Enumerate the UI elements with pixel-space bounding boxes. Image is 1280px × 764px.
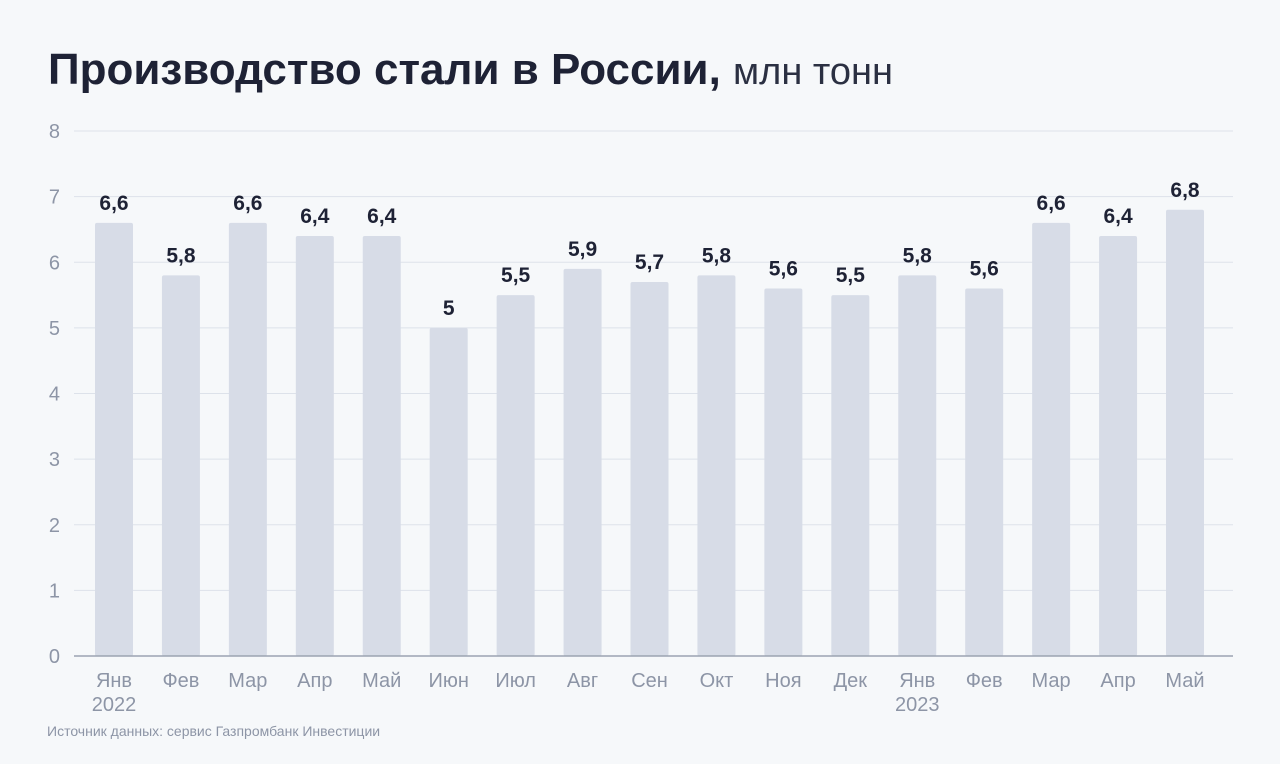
x-tick-label: Июл bbox=[495, 670, 536, 692]
x-tick-label: Авг bbox=[567, 670, 598, 692]
data-label: 5,8 bbox=[903, 244, 933, 267]
x-tick-label: Дек bbox=[834, 670, 868, 692]
source-note: Источник данных: сервис Газпромбанк Инве… bbox=[47, 723, 381, 739]
data-label: 5,9 bbox=[568, 238, 597, 261]
x-tick-label: Май bbox=[1165, 670, 1204, 692]
bar bbox=[630, 281, 669, 656]
bar bbox=[228, 222, 267, 656]
data-label: 5,7 bbox=[635, 251, 664, 274]
x-tick-label: Янв bbox=[96, 670, 132, 692]
data-label: 5 bbox=[443, 297, 455, 320]
x-tick-label: Фев bbox=[162, 670, 199, 692]
data-label: 5,5 bbox=[501, 264, 531, 287]
x-tick-label: Апр bbox=[297, 670, 332, 692]
data-label: 6,6 bbox=[1037, 192, 1066, 215]
bar bbox=[697, 275, 736, 656]
x-tick-label: Мар bbox=[1032, 670, 1071, 692]
x-tick-label: Апр bbox=[1100, 670, 1135, 692]
chart-title: Производство стали в России, млн тонн bbox=[48, 42, 893, 100]
data-label: 6,4 bbox=[1103, 205, 1133, 228]
x-tick-label: Фев bbox=[966, 670, 1003, 692]
y-tick-label: 0 bbox=[49, 646, 60, 668]
data-label: 5,8 bbox=[166, 244, 196, 267]
x-tick-label: Май bbox=[362, 670, 401, 692]
data-label: 6,6 bbox=[99, 192, 128, 215]
chart-title-main: Производство стали в России, bbox=[48, 45, 721, 94]
bar bbox=[362, 236, 401, 656]
data-label: 6,6 bbox=[233, 192, 262, 215]
x-year-label: 2022 bbox=[92, 694, 137, 716]
chart-title-unit: млн тонн bbox=[733, 51, 893, 93]
x-tick-label: Мар bbox=[228, 670, 267, 692]
x-tick-label: Окт bbox=[700, 670, 734, 692]
bar bbox=[1166, 209, 1204, 656]
bar bbox=[95, 222, 133, 656]
x-year-label: 2023 bbox=[895, 694, 940, 716]
data-label: 5,6 bbox=[970, 258, 999, 281]
y-tick-label: 7 bbox=[49, 187, 60, 209]
bar bbox=[1032, 222, 1071, 656]
bar bbox=[898, 275, 937, 656]
bar bbox=[1099, 236, 1138, 656]
bar bbox=[496, 295, 535, 656]
data-label: 6,4 bbox=[367, 205, 397, 228]
x-tick-label: Июн bbox=[428, 670, 468, 692]
y-tick-label: 2 bbox=[49, 515, 60, 537]
data-label: 6,8 bbox=[1170, 179, 1200, 202]
x-tick-label: Ноя bbox=[765, 670, 801, 692]
bar bbox=[429, 327, 468, 656]
bar bbox=[965, 288, 1004, 656]
y-tick-label: 1 bbox=[49, 580, 60, 602]
x-tick-label: Янв bbox=[899, 670, 935, 692]
y-tick-label: 4 bbox=[49, 384, 60, 406]
bar bbox=[764, 288, 803, 656]
y-tick-label: 8 bbox=[49, 121, 60, 143]
data-label: 5,6 bbox=[769, 258, 798, 281]
y-tick-label: 6 bbox=[49, 252, 60, 274]
data-label: 5,5 bbox=[836, 264, 866, 287]
y-tick-label: 5 bbox=[49, 318, 60, 340]
y-tick-label: 3 bbox=[49, 449, 60, 471]
bar bbox=[295, 236, 334, 656]
x-tick-label: Сен bbox=[631, 670, 668, 692]
bar bbox=[831, 295, 870, 656]
bar bbox=[563, 268, 602, 656]
data-label: 5,8 bbox=[702, 244, 732, 267]
data-label: 6,4 bbox=[300, 205, 330, 228]
bar bbox=[161, 275, 200, 656]
